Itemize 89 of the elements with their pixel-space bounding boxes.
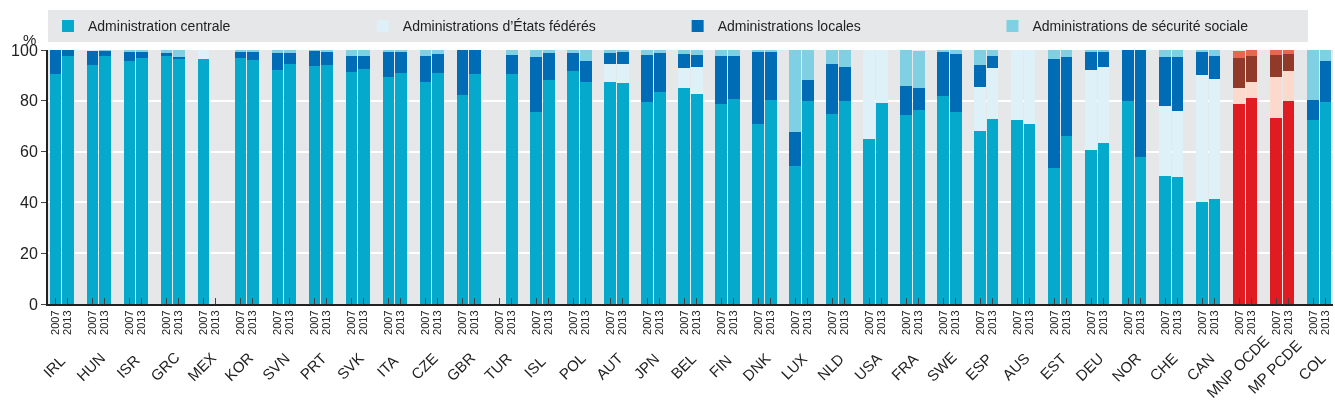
text: POL [555, 349, 589, 383]
x-tick-label: 2013 [172, 310, 185, 335]
x-tick-label: 2007 [1269, 310, 1282, 335]
legend-label: Administration centrale [88, 18, 231, 35]
x-tick-label: 2007 [566, 310, 579, 335]
x-tick-label: 2007 [1195, 310, 1208, 335]
y-tick-label: 20 [20, 244, 38, 262]
x-tick-label: 2007 [48, 310, 61, 335]
x-tick-label: 2007 [751, 310, 764, 335]
x-tick-label: 2013 [246, 310, 259, 335]
x-tick-label: 2013 [505, 310, 518, 335]
text: USA [850, 349, 885, 384]
x-tick-label: 2013 [431, 310, 444, 335]
text: ISR [113, 351, 143, 382]
x-tick-label: 2007 [381, 310, 394, 335]
x-tick-label: 2013 [1134, 310, 1147, 335]
x-tick-label: 2013 [838, 310, 851, 335]
y-tick-label: 60 [20, 143, 38, 161]
x-tick-label: 2013 [579, 310, 592, 335]
x-tick-label: 2013 [320, 310, 333, 335]
text: FIN [705, 351, 735, 381]
x-tick-label: 2013 [1171, 310, 1184, 335]
x-tick-label: 2007 [492, 310, 505, 335]
legend-label: Administrations de sécurité sociale [1032, 18, 1249, 35]
text: ISL [520, 352, 549, 381]
x-tick-label: 2013 [616, 310, 629, 335]
x-tick-label: 2007 [936, 310, 949, 335]
text: CZE [407, 349, 441, 383]
text: ITA [373, 352, 402, 380]
x-tick-label: 2013 [283, 310, 296, 335]
x-tick-label: 2007 [455, 310, 468, 335]
x-tick-label: 2007 [233, 310, 246, 335]
x-tick-label: 2007 [270, 310, 283, 335]
x-tick-label: 2007 [122, 310, 135, 335]
x-tick-label: 2013 [1023, 310, 1036, 335]
x-tick-label: 2013 [912, 310, 925, 335]
x-tick-label: 2013 [209, 310, 222, 335]
x-tick-label: 2013 [1208, 310, 1221, 335]
x-tick-label: 2007 [529, 310, 542, 335]
text: IRL [39, 352, 69, 381]
legend-label: Administrations d’États fédérés [402, 18, 596, 35]
x-tick-label: 2007 [973, 310, 986, 335]
x-tick-label: 2007 [677, 310, 690, 335]
x-tick-label: 2013 [135, 310, 148, 335]
x-tick-label: 2007 [1232, 310, 1245, 335]
x-tick-label: 2013 [949, 310, 962, 335]
y-tick-label: 0 [28, 295, 38, 313]
x-tick-label: 2013 [1319, 310, 1332, 335]
y-tick-label: 80 [20, 92, 38, 110]
x-tick-label: 2007 [899, 310, 912, 335]
x-tick-label: 2007 [344, 310, 357, 335]
x-tick-label: 2007 [1121, 310, 1134, 335]
x-tick-label: 2013 [801, 310, 814, 335]
x-tick-label: 2013 [1245, 310, 1258, 335]
x-tick-label: 2007 [1158, 310, 1171, 335]
x-tick-label: 2007 [418, 310, 431, 335]
x-tick-label: 2007 [603, 310, 616, 335]
x-tick-label: 2007 [85, 310, 98, 335]
x-tick-label: 2007 [825, 310, 838, 335]
x-tick-label: 2013 [986, 310, 999, 335]
x-tick-label: 2013 [690, 310, 703, 335]
x-tick-label: 2013 [727, 310, 740, 335]
x-tick-label: 2007 [1306, 310, 1319, 335]
y-tick-label: 40 [20, 194, 38, 211]
x-tick-label: 2013 [61, 310, 74, 335]
x-tick-label: 2007 [1047, 310, 1060, 335]
x-tick-label: 2013 [1282, 310, 1295, 335]
legend-label: Administrations locales [717, 18, 861, 35]
x-tick-label: 2007 [159, 310, 172, 335]
x-tick-label: 2007 [1010, 310, 1023, 335]
x-tick-label: 2007 [307, 310, 320, 335]
x-tick-label: 2007 [640, 310, 653, 335]
text: TUR [480, 349, 515, 384]
x-tick-label: 2007 [714, 310, 727, 335]
x-tick-label: 2013 [875, 310, 888, 335]
x-tick-label: 2007 [1084, 310, 1097, 335]
x-tick-label: 2013 [1097, 310, 1110, 335]
x-tick-label: 2013 [98, 310, 111, 335]
text: BEL [667, 349, 700, 382]
x-tick-label: 2013 [764, 310, 777, 335]
x-tick-label: 2013 [542, 310, 555, 335]
x-tick-label: 2013 [1060, 310, 1073, 335]
x-tick-label: 2013 [468, 310, 481, 335]
x-tick-label: 2007 [788, 310, 801, 335]
x-tick-label: 2007 [862, 310, 875, 335]
x-tick-label: 2013 [394, 310, 407, 335]
x-tick-label: 2013 [653, 310, 666, 335]
x-tick-label: 2013 [357, 310, 370, 335]
x-tick-label: 2007 [196, 310, 209, 335]
